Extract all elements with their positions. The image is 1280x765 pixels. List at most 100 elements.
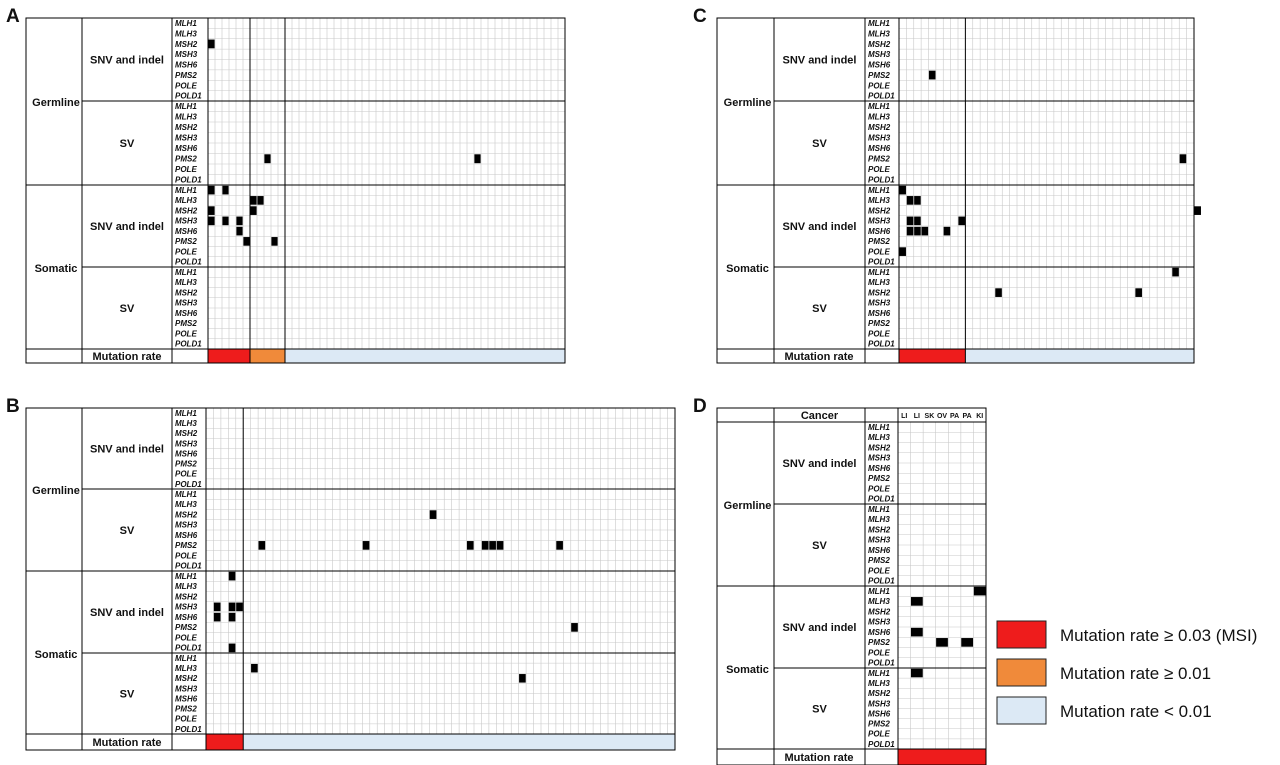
gene-label-msh3: MSH3: [175, 217, 198, 226]
gene-label-mlh3: MLH3: [868, 29, 890, 38]
snv-indel-label: SNV and indel: [90, 444, 164, 456]
mutation-mark: [208, 206, 215, 215]
gene-label-msh6: MSH6: [175, 449, 198, 458]
mutation-mark: [906, 196, 914, 205]
gene-label-pold1: POLD1: [175, 644, 202, 653]
germline-label: Germline: [724, 500, 772, 512]
mutation-rate-cell-msi: [208, 349, 250, 363]
gene-label-mlh3: MLH3: [868, 278, 890, 287]
gene-label-pms2: PMS2: [868, 720, 890, 729]
mutation-mark: [236, 602, 243, 612]
gene-label-mlh3: MLH3: [175, 582, 197, 591]
mutation-mark: [236, 226, 243, 236]
grid-germline_sv: [898, 504, 986, 586]
gene-label-msh2: MSH2: [175, 123, 198, 132]
gene-label-mlh1: MLH1: [175, 490, 197, 499]
mutation-mark: [264, 154, 271, 164]
gene-label-pold1: POLD1: [175, 92, 202, 101]
gene-label-pold1: POLD1: [175, 725, 202, 734]
gene-label-pms2: PMS2: [868, 638, 890, 647]
gene-label-pole: POLE: [175, 247, 197, 256]
mutation-mark: [228, 602, 236, 612]
mutation-mark: [496, 541, 504, 550]
sv-label: SV: [812, 138, 827, 150]
gene-label-msh6: MSH6: [868, 546, 891, 555]
panel-label: B: [6, 396, 20, 417]
gene-label-mlh1: MLH1: [175, 102, 197, 111]
gene-label-mlh1: MLH1: [868, 102, 890, 111]
legend-swatch: [996, 696, 1047, 725]
gene-label-mlh1: MLH1: [175, 409, 197, 418]
gene-label-mlh1: MLH1: [868, 186, 890, 195]
gene-label-msh2: MSH2: [868, 288, 891, 297]
mutation-rate-cell-low: [243, 734, 675, 750]
mutation-mark: [914, 216, 921, 226]
gene-label-pold1: POLD1: [868, 495, 895, 504]
gene-label-pms2: PMS2: [175, 705, 197, 714]
legend-swatch: [996, 658, 1047, 687]
mutation-mark: [961, 638, 974, 647]
gene-label-pole: POLE: [868, 165, 890, 174]
gene-label-pole: POLE: [175, 329, 197, 338]
germline-label: Germline: [32, 97, 80, 109]
mutation-mark: [429, 510, 437, 519]
panel-border: [716, 17, 1195, 364]
cancer-type-label: OV: [937, 413, 947, 420]
gene-label-pms2: PMS2: [868, 155, 890, 164]
snv-indel-label: SNV and indel: [90, 221, 164, 233]
mutation-mark: [222, 185, 229, 195]
gene-label-pold1: POLD1: [175, 258, 202, 267]
gene-label-mlh1: MLH1: [175, 572, 197, 581]
mutation-mark: [213, 612, 221, 622]
snv-indel-label: SNV and indel: [783, 221, 857, 233]
gene-label-pold1: POLD1: [175, 480, 202, 489]
gene-label-pms2: PMS2: [175, 541, 197, 550]
gene-label-msh6: MSH6: [868, 227, 891, 236]
mutation-rate-cell-low: [965, 349, 1194, 363]
mutation-rate-cell-low: [285, 349, 565, 363]
cancer-header: Cancer: [801, 410, 839, 422]
legend: Mutation rate ≥ 0.03 (MSI) Mutation rate …: [996, 620, 1257, 725]
mutation-mark: [250, 206, 257, 215]
gene-label-msh2: MSH2: [868, 40, 891, 49]
mutation-mark: [250, 196, 257, 205]
mutation-rate-cell-msi: [898, 749, 986, 765]
mutation-mark: [936, 638, 948, 647]
mutation-mark: [921, 226, 929, 236]
gene-label-pms2: PMS2: [175, 460, 197, 469]
gene-label-pole: POLE: [175, 633, 197, 642]
mutation-mark: [222, 216, 229, 226]
gene-label-msh6: MSH6: [175, 227, 198, 236]
mutation-rate-label: Mutation rate: [92, 351, 161, 363]
gene-label-mlh1: MLH1: [868, 669, 890, 678]
mutation-mark: [362, 541, 370, 550]
gene-label-msh3: MSH3: [868, 454, 891, 463]
gene-label-msh3: MSH3: [868, 699, 891, 708]
mutation-mark: [1194, 206, 1201, 215]
grid-germline_snv: [899, 18, 1194, 101]
gene-label-pms2: PMS2: [175, 71, 197, 80]
gene-label-msh2: MSH2: [175, 288, 198, 297]
gene-label-msh3: MSH3: [175, 684, 198, 693]
mutation-mark: [914, 196, 921, 205]
gene-label-msh6: MSH6: [868, 144, 891, 153]
grid-germline_snv: [206, 408, 675, 489]
gene-label-msh3: MSH3: [868, 536, 891, 545]
grid-somatic_sv: [206, 653, 675, 734]
grid-germline_snv: [898, 422, 986, 504]
gene-label-msh3: MSH3: [868, 50, 891, 59]
sv-label: SV: [120, 138, 135, 150]
mutation-mark: [466, 541, 474, 550]
mutation-mark: [1179, 154, 1187, 164]
sv-label: SV: [120, 689, 135, 701]
gene-label-msh6: MSH6: [175, 613, 198, 622]
snv-indel-label: SNV and indel: [90, 55, 164, 67]
mutation-mark: [928, 70, 936, 80]
gene-label-msh3: MSH3: [175, 50, 198, 59]
mutation-mark: [1172, 267, 1179, 277]
gene-label-pms2: PMS2: [175, 237, 197, 246]
sv-label: SV: [120, 303, 135, 315]
gene-label-msh2: MSH2: [868, 206, 891, 215]
gene-label-mlh3: MLH3: [868, 515, 890, 524]
